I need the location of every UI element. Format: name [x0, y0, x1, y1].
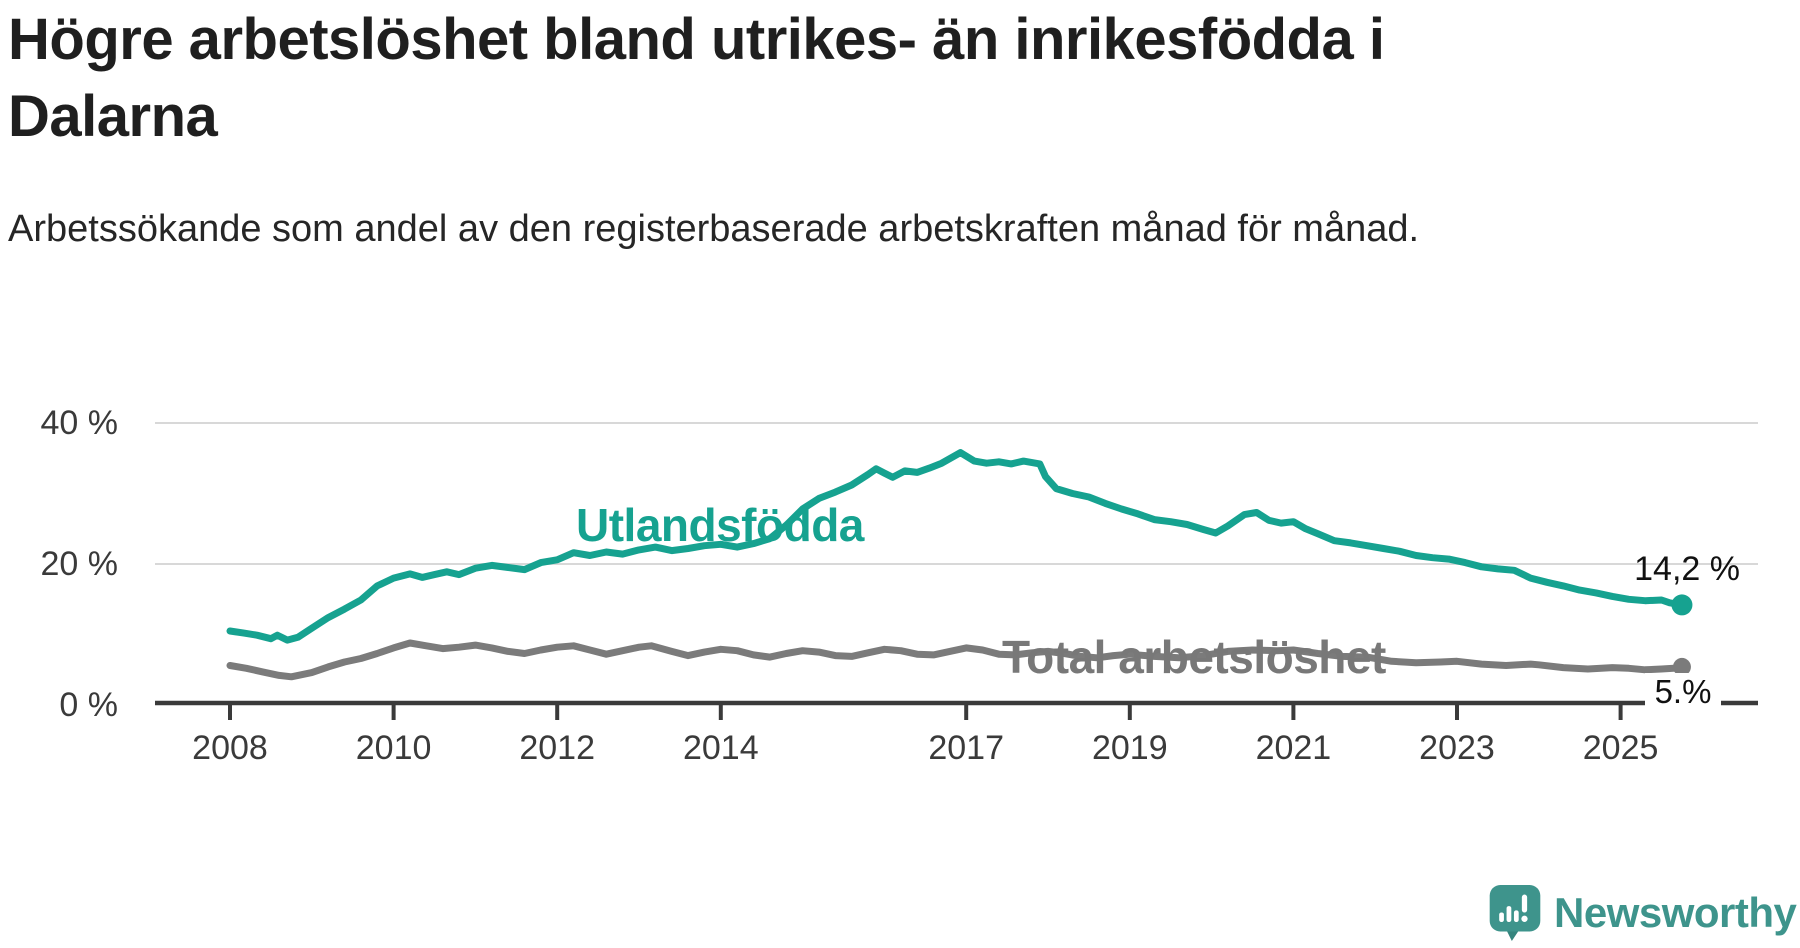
x-axis	[155, 700, 1758, 720]
end-value-label-total: 5.%	[1645, 673, 1721, 711]
series-label-total-arbetsloshet: Total arbetslöshet	[1002, 631, 1386, 683]
x-axis-tick-label: 2021	[1255, 729, 1332, 767]
newsworthy-logo: Newsworthy	[1488, 884, 1797, 942]
series-label-utlandsfodda: Utlandsfödda	[576, 499, 864, 551]
gridlines	[155, 422, 1758, 565]
newsworthy-logo-text: Newsworthy	[1554, 889, 1797, 936]
end-value-label-utlandsfodda: 14,2 %	[1634, 550, 1740, 588]
x-axis-tick-label: 2017	[928, 729, 1004, 767]
x-axis-tick-label: 2023	[1419, 729, 1495, 767]
x-axis-tick-label: 2025	[1582, 729, 1659, 767]
chart-subtitle: Arbetssökande som andel av den registerb…	[8, 208, 1420, 250]
x-axis-tick-label: 2010	[355, 729, 432, 767]
chart-title: Högre arbetslöshet bland utrikes- än inr…	[8, 7, 1385, 149]
x-axis-tick-label: 2014	[682, 729, 759, 767]
y-axis-tick-label: 0 %	[59, 686, 118, 724]
end-point-markers	[1671, 594, 1693, 676]
y-axis-tick-label: 40 %	[40, 404, 119, 442]
data-lines	[226, 449, 1686, 681]
x-axis-tick-label: 2012	[519, 729, 595, 767]
x-axis-tick-label: 2008	[192, 729, 268, 767]
y-axis-tick-label: 20 %	[40, 545, 119, 583]
newsworthy-logo-icon	[1489, 885, 1541, 941]
x-axis-tick-label: 2019	[1091, 729, 1168, 767]
